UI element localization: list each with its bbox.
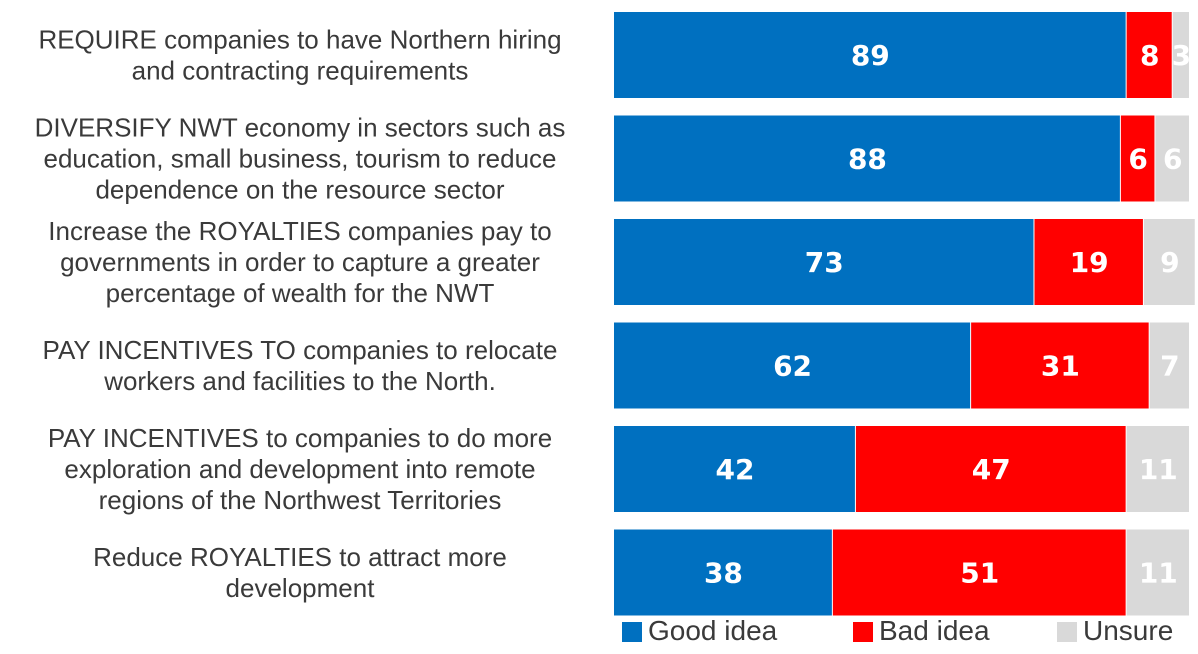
- bar-segment-unsure: [1126, 426, 1189, 512]
- bar-segment-bad-idea: [971, 322, 1149, 409]
- data-label: 31: [1041, 350, 1080, 383]
- data-label: 62: [773, 350, 812, 383]
- bar-segment-good-idea: [614, 529, 832, 616]
- data-label: 3: [1172, 39, 1191, 72]
- legend-swatch: [622, 622, 642, 642]
- legend-label: Good idea: [648, 615, 778, 646]
- data-label: 51: [960, 557, 999, 590]
- bar-segment-good-idea: [614, 426, 855, 512]
- category-label: Increase the ROYALTIES companies pay to: [48, 216, 551, 246]
- bar-segment-bad-idea: [1034, 219, 1143, 305]
- category-label: PAY INCENTIVES to companies to do more: [48, 423, 552, 453]
- category-label: workers and facilities to the North.: [103, 366, 496, 396]
- data-label: 11: [1139, 453, 1178, 486]
- category-label: development: [226, 573, 376, 603]
- category-label: and contracting requirements: [132, 56, 469, 86]
- data-label: 9: [1160, 246, 1179, 279]
- bar-segment-bad-idea: [1126, 12, 1172, 98]
- legend-swatch: [853, 622, 873, 642]
- data-label: 6: [1128, 143, 1147, 176]
- data-label: 73: [805, 246, 844, 279]
- data-label: 42: [715, 453, 754, 486]
- category-label: DIVERSIFY NWT economy in sectors such as: [35, 113, 566, 143]
- data-label: 7: [1160, 350, 1179, 383]
- bar-segment-unsure: [1172, 12, 1189, 98]
- data-label: 11: [1139, 557, 1178, 590]
- category-label: Reduce ROYALTIES to attract more: [93, 542, 507, 572]
- legend-label: Unsure: [1083, 615, 1173, 646]
- bar-segment-good-idea: [614, 115, 1120, 202]
- category-label: governments in order to capture a greate…: [60, 247, 540, 277]
- legend-swatch: [1057, 622, 1077, 642]
- category-label: regions of the Northwest Territories: [99, 485, 502, 515]
- category-label: dependence on the resource sector: [95, 175, 504, 205]
- category-label: REQUIRE companies to have Northern hirin…: [38, 25, 561, 55]
- data-label: 88: [848, 143, 887, 176]
- bar-segment-good-idea: [614, 322, 971, 409]
- bar-segment-unsure: [1126, 529, 1189, 616]
- bar-segment-good-idea: [614, 219, 1034, 305]
- category-label: education, small business, tourism to re…: [43, 144, 556, 174]
- bar-segment-good-idea: [614, 12, 1126, 98]
- data-label: 47: [972, 453, 1011, 486]
- bar-segment-unsure: [1143, 219, 1195, 305]
- bar-segment-bad-idea: [855, 426, 1126, 512]
- data-label: 6: [1163, 143, 1182, 176]
- category-label: exploration and development into remote: [64, 454, 535, 484]
- data-label: 19: [1070, 246, 1109, 279]
- data-label: 38: [704, 557, 743, 590]
- bar-segment-unsure: [1155, 115, 1189, 202]
- category-label: PAY INCENTIVES TO companies to relocate: [43, 335, 558, 365]
- category-label: percentage of wealth for the NWT: [106, 278, 495, 308]
- legend-label: Bad idea: [879, 615, 990, 646]
- bar-segment-bad-idea: [832, 529, 1126, 616]
- data-label: 89: [851, 39, 890, 72]
- bar-segment-bad-idea: [1120, 115, 1155, 202]
- data-label: 8: [1140, 39, 1159, 72]
- bar-segment-unsure: [1149, 322, 1189, 409]
